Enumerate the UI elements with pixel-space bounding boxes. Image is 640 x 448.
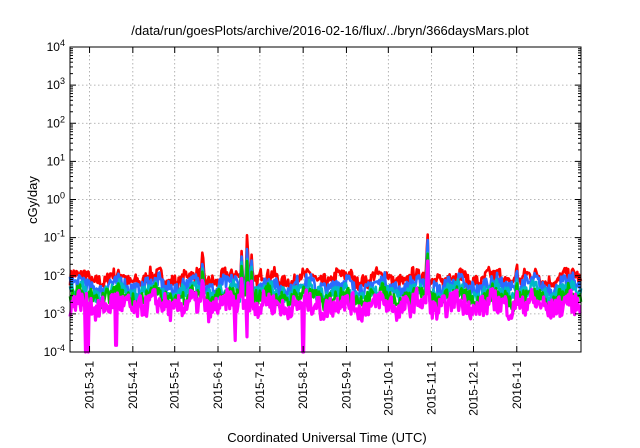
y-tick-label: 10-1 bbox=[44, 229, 65, 245]
y-tick-label: 102 bbox=[47, 114, 65, 130]
y-axis: 10-4 10-3 10-2 10-1 100 101 102 103 104 bbox=[44, 38, 581, 359]
y-tick-label: 101 bbox=[47, 152, 65, 168]
x-tick-label: 2015-6-1 bbox=[211, 361, 225, 409]
x-tick-label: 2015-7-1 bbox=[253, 361, 267, 409]
x-tick-label: 2015-10-1 bbox=[381, 361, 395, 416]
x-tick-label: 2015-12-1 bbox=[466, 361, 480, 416]
grid bbox=[70, 47, 581, 352]
x-tick-label: 2015-8-1 bbox=[296, 361, 310, 409]
x-tick-label: 2015-4-1 bbox=[126, 361, 140, 409]
x-tick-label: 2016-1-1 bbox=[510, 361, 524, 409]
x-axis: 2015-3-1 2015-4-1 2015-5-1 2015-6-1 2015-7-1… bbox=[83, 47, 524, 416]
x-axis-label: Coordinated Universal Time (UTC) bbox=[227, 430, 426, 445]
x-tick-label: 2015-11-1 bbox=[425, 361, 439, 415]
y-tick-label: 104 bbox=[47, 38, 65, 54]
x-tick-label: 2015-5-1 bbox=[168, 361, 182, 409]
y-axis-label: cGy/day bbox=[25, 176, 40, 224]
x-tick-label: 2015-3-1 bbox=[83, 361, 97, 409]
y-tick-label: 10-2 bbox=[44, 267, 65, 283]
series-group bbox=[68, 233, 583, 354]
x-tick-label: 2015-9-1 bbox=[339, 361, 353, 409]
y-tick-label: 100 bbox=[47, 191, 65, 207]
y-tick-label: 103 bbox=[47, 76, 65, 92]
y-tick-label: 10-4 bbox=[44, 343, 65, 359]
chart-title: /data/run/goesPlots/archive/2016-02-16/f… bbox=[131, 23, 529, 38]
y-tick-label: 10-3 bbox=[44, 305, 65, 321]
series-line bbox=[68, 259, 582, 354]
